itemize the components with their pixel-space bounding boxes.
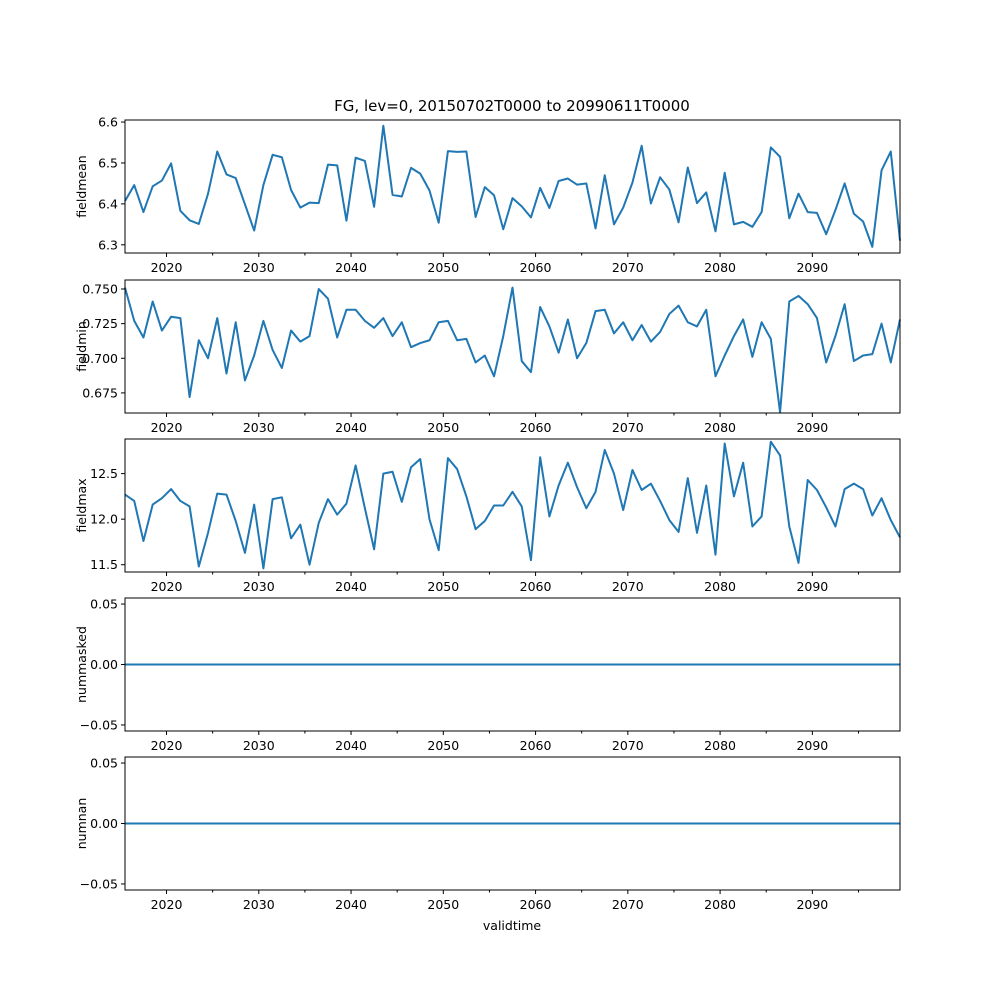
fieldmean-xtick-label: 2050 xyxy=(427,260,459,275)
fieldmax-xtick-label: 2020 xyxy=(151,579,183,594)
nummasked-ytick-label: 0.05 xyxy=(90,597,118,612)
fieldmean-xtick-label: 2040 xyxy=(335,260,367,275)
fieldmean-axes-frame xyxy=(124,119,901,254)
panels: 6.3 6.4 6.5 6.6 2020 2030 2040 2050 2060 2070 2080… xyxy=(74,115,901,912)
nummasked-xtick-label: 2090 xyxy=(796,738,828,753)
fieldmean-xtick-label: 2090 xyxy=(796,260,828,275)
fieldmin-xtick-label: 2020 xyxy=(151,420,183,435)
fieldmax-axis-label: fieldmax xyxy=(74,478,89,532)
fieldmax-ytick-label: 11.5 xyxy=(90,557,118,572)
numnan-ytick-label: 0.00 xyxy=(90,816,118,831)
nummasked-ytick-label: 0.00 xyxy=(90,657,118,672)
nummasked-axis-label: nummasked xyxy=(74,626,89,703)
nummasked-xtick-label: 2020 xyxy=(151,738,183,753)
numnan-xtick-label: 2080 xyxy=(704,897,736,912)
fieldmean-ytick-label: 6.4 xyxy=(98,196,118,211)
fieldmax-axes-frame xyxy=(124,438,901,573)
numnan-xtick-label: 2020 xyxy=(151,897,183,912)
fieldmin-xtick-label: 2050 xyxy=(427,420,459,435)
fieldmean-xtick-label: 2060 xyxy=(520,260,552,275)
nummasked-xtick-label: 2070 xyxy=(612,738,644,753)
fieldmean-series-line xyxy=(124,124,901,248)
nummasked-ytick-label: −0.05 xyxy=(80,717,118,732)
fieldmin-xtick-label: 2090 xyxy=(796,420,828,435)
fieldmin-xtick-label: 2080 xyxy=(704,420,736,435)
fieldmean-ytick-label: 6.6 xyxy=(98,115,118,130)
nummasked-xtick-label: 2040 xyxy=(335,738,367,753)
panel-fieldmean: 6.3 6.4 6.5 6.6 2020 2030 2040 2050 2060 2070 2080… xyxy=(74,115,901,275)
fieldmax-series-line xyxy=(124,440,901,570)
x-axis-label: validtime xyxy=(483,918,541,933)
nummasked-xtick-label: 2030 xyxy=(243,738,275,753)
numnan-xtick-label: 2090 xyxy=(796,897,828,912)
fieldmax-ytick-label: 12.0 xyxy=(90,512,118,527)
fieldmean-xtick-label: 2070 xyxy=(612,260,644,275)
fieldmin-ytick-label: 0.675 xyxy=(82,385,118,400)
panel-nummasked: −0.05 0.00 0.05 2020 2030 2040 2050 2060 2070 208… xyxy=(74,597,901,753)
fieldmean-xtick-label: 2080 xyxy=(704,260,736,275)
numnan-xtick-label: 2070 xyxy=(612,897,644,912)
numnan-xtick-label: 2040 xyxy=(335,897,367,912)
fieldmean-xtick-label: 2020 xyxy=(151,260,183,275)
panel-fieldmin: 0.675 0.700 0.725 0.750 2020 2030 2040 2050 2060… xyxy=(74,279,901,435)
fieldmax-xtick-label: 2080 xyxy=(704,579,736,594)
chart-title: FG, lev=0, 20150702T0000 to 20990611T000… xyxy=(334,97,690,115)
fieldmean-ytick-label: 6.3 xyxy=(98,237,118,252)
numnan-ytick-label: 0.05 xyxy=(90,756,118,771)
fieldmin-xtick-label: 2030 xyxy=(243,420,275,435)
fieldmax-xtick-label: 2040 xyxy=(335,579,367,594)
fieldmin-xtick-label: 2070 xyxy=(612,420,644,435)
nummasked-xtick-label: 2050 xyxy=(427,738,459,753)
fieldmin-xtick-label: 2060 xyxy=(520,420,552,435)
fieldmin-ytick-label: 0.725 xyxy=(82,316,118,331)
numnan-axis-label: numnan xyxy=(74,798,89,850)
fieldmean-axis-label: fieldmean xyxy=(74,155,89,217)
fieldmin-axes-frame xyxy=(124,279,901,414)
fieldmax-xtick-label: 2050 xyxy=(427,579,459,594)
fieldmax-xtick-label: 2060 xyxy=(520,579,552,594)
fieldmax-ytick-label: 12.5 xyxy=(90,466,118,481)
fieldmin-ytick-label: 0.750 xyxy=(82,282,118,297)
fieldmin-axis-label: fieldmin xyxy=(74,321,89,372)
numnan-xtick-label: 2060 xyxy=(520,897,552,912)
fieldmax-xtick-label: 2070 xyxy=(612,579,644,594)
fieldmin-xtick-label: 2040 xyxy=(335,420,367,435)
numnan-ytick-label: −0.05 xyxy=(80,876,118,891)
panel-numnan: −0.05 0.00 0.05 2020 2030 2040 2050 2060 2070 208… xyxy=(74,756,901,912)
numnan-xtick-label: 2030 xyxy=(243,897,275,912)
nummasked-xtick-label: 2060 xyxy=(520,738,552,753)
fieldmax-xtick-label: 2030 xyxy=(243,579,275,594)
numnan-xtick-label: 2050 xyxy=(427,897,459,912)
fieldmax-xtick-label: 2090 xyxy=(796,579,828,594)
panel-fieldmax: 11.5 12.0 12.5 2020 2030 2040 2050 2060 2070 2080… xyxy=(74,438,901,594)
nummasked-xtick-label: 2080 xyxy=(704,738,736,753)
fieldmean-xtick-label: 2030 xyxy=(243,260,275,275)
fieldmin-ytick-label: 0.700 xyxy=(82,351,118,366)
fieldmin-series-line xyxy=(124,286,901,414)
fieldmean-ytick-label: 6.5 xyxy=(98,155,118,170)
